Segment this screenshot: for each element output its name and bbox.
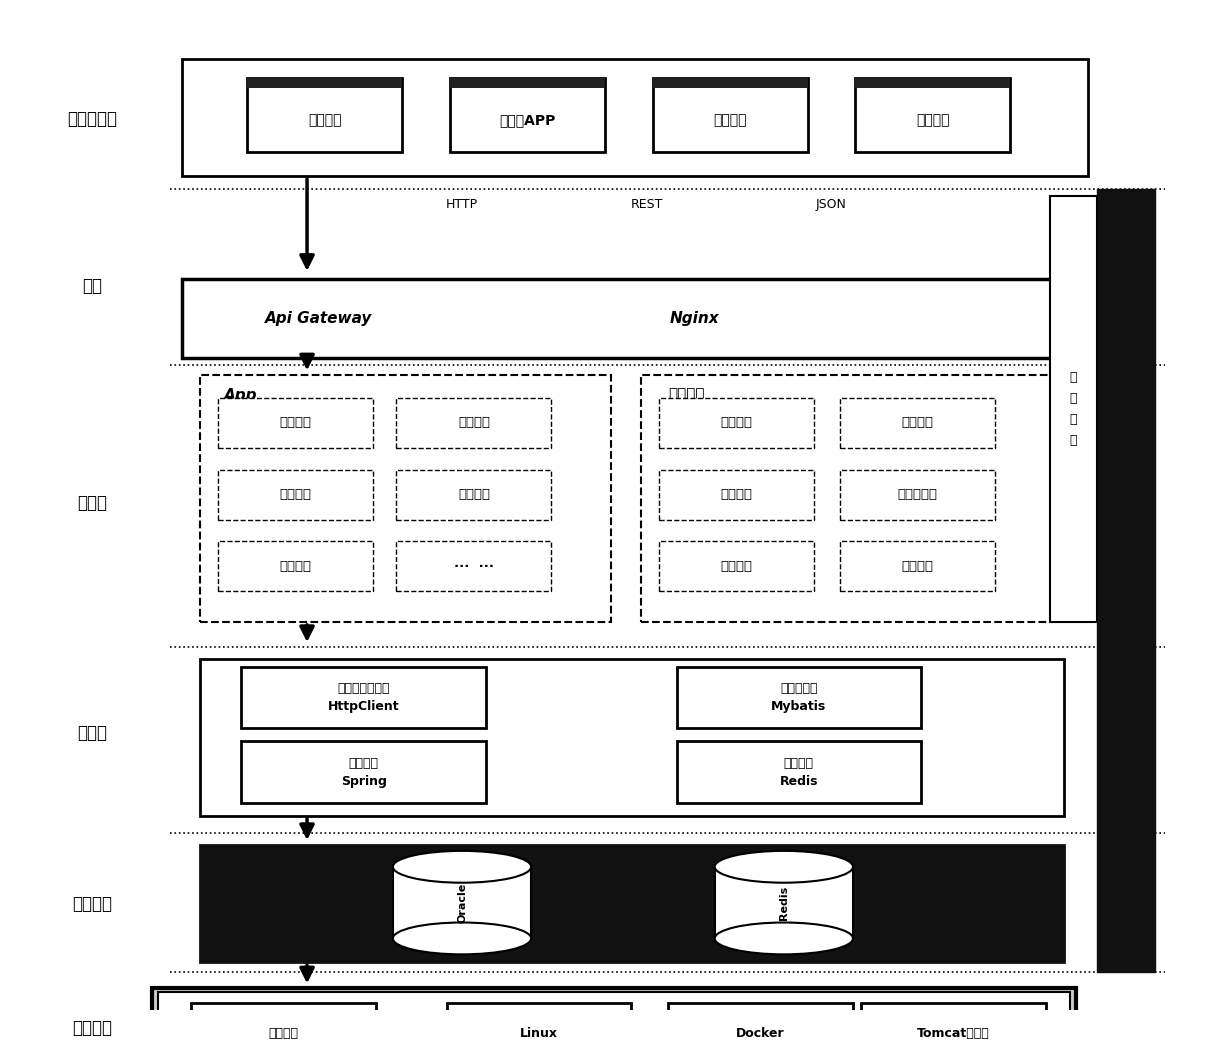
Bar — [218, 541, 373, 591]
Bar — [199, 375, 611, 622]
Text: ···  ···: ··· ··· — [453, 560, 494, 573]
Bar — [659, 470, 814, 519]
Bar — [242, 666, 486, 728]
Text: 基础服务: 基础服务 — [72, 894, 112, 912]
Bar — [152, 988, 1075, 1051]
Bar — [247, 78, 402, 87]
Text: Redis: Redis — [778, 886, 789, 920]
Text: 接口: 接口 — [82, 276, 103, 294]
Circle shape — [147, 1022, 175, 1046]
Text: 第三方接口调用
HttpClient: 第三方接口调用 HttpClient — [327, 682, 400, 714]
Bar — [668, 1003, 853, 1051]
Text: 消防专网: 消防专网 — [269, 1028, 299, 1040]
Text: 物联网感知: 物联网感知 — [897, 488, 937, 501]
Text: 数据上报: 数据上报 — [902, 560, 934, 573]
Bar — [1097, 189, 1155, 972]
Bar — [1050, 197, 1097, 622]
Bar — [862, 1003, 1046, 1051]
Text: 数据缓存
Redis: 数据缓存 Redis — [780, 757, 818, 788]
Bar — [450, 78, 605, 152]
Bar — [199, 659, 1064, 816]
Bar — [396, 541, 551, 591]
Bar — [653, 78, 808, 152]
Circle shape — [1056, 1022, 1084, 1046]
Text: 业务层: 业务层 — [77, 494, 108, 512]
Text: App: App — [224, 388, 257, 403]
Text: 火灾报警: 火灾报警 — [458, 488, 490, 501]
Bar — [182, 279, 1088, 358]
Bar — [677, 666, 921, 728]
Text: Oracle: Oracle — [457, 883, 467, 923]
Bar — [218, 398, 373, 448]
Bar — [840, 541, 995, 591]
Ellipse shape — [392, 923, 532, 954]
Text: 视频联动: 视频联动 — [902, 416, 934, 430]
Bar — [659, 541, 814, 591]
Text: 日
志
记
录: 日 志 记 录 — [1069, 371, 1078, 447]
Bar — [182, 59, 1088, 177]
Ellipse shape — [715, 851, 853, 883]
Text: 数据持久化
Mybatis: 数据持久化 Mybatis — [771, 682, 826, 714]
Text: 智慧城市: 智慧城市 — [308, 112, 342, 127]
Ellipse shape — [715, 923, 853, 954]
Text: 用户管理: 用户管理 — [720, 416, 753, 430]
Text: Tomcat服务器: Tomcat服务器 — [918, 1028, 990, 1040]
Text: 后台管理: 后台管理 — [668, 388, 705, 403]
Bar — [247, 78, 402, 152]
Ellipse shape — [392, 851, 532, 883]
Text: 远程监控: 远程监控 — [714, 112, 747, 127]
Text: 数据层: 数据层 — [77, 724, 108, 742]
Bar — [450, 78, 605, 87]
Bar — [192, 1003, 376, 1051]
Bar — [715, 867, 853, 939]
Text: 社会联防: 社会联防 — [916, 112, 949, 127]
Bar — [396, 470, 551, 519]
Text: 高校管理: 高校管理 — [279, 560, 312, 573]
Text: 运行环境: 运行环境 — [72, 1019, 112, 1037]
Text: 检测数据: 检测数据 — [279, 488, 312, 501]
Bar — [840, 398, 995, 448]
Text: HTTP: HTTP — [446, 198, 478, 210]
Bar — [392, 867, 532, 939]
Text: Docker: Docker — [737, 1028, 785, 1040]
Text: REST: REST — [631, 198, 664, 210]
Text: Linux: Linux — [519, 1028, 558, 1040]
Text: 事件报警: 事件报警 — [720, 488, 753, 501]
Bar — [446, 1003, 632, 1051]
Text: Api Gateway: Api Gateway — [265, 311, 373, 326]
Bar — [659, 398, 814, 448]
Bar — [158, 992, 1070, 1051]
Text: 区域联动: 区域联动 — [720, 560, 753, 573]
Bar — [396, 398, 551, 448]
Text: 外部应用层: 外部应用层 — [67, 110, 117, 128]
Bar — [677, 741, 921, 803]
Text: JSON: JSON — [816, 198, 847, 210]
Text: 网格化APP: 网格化APP — [500, 112, 556, 127]
Bar — [855, 78, 1011, 152]
Bar — [242, 741, 486, 803]
Bar — [855, 78, 1011, 87]
Bar — [199, 845, 1064, 963]
Bar — [640, 375, 1052, 622]
Text: 官兵数据: 官兵数据 — [458, 416, 490, 430]
Text: 注册信息: 注册信息 — [279, 416, 312, 430]
Bar — [840, 470, 995, 519]
Text: 事务控制
Spring: 事务控制 Spring — [341, 757, 386, 788]
Bar — [218, 470, 373, 519]
Bar — [653, 78, 808, 87]
Text: Nginx: Nginx — [670, 311, 720, 326]
